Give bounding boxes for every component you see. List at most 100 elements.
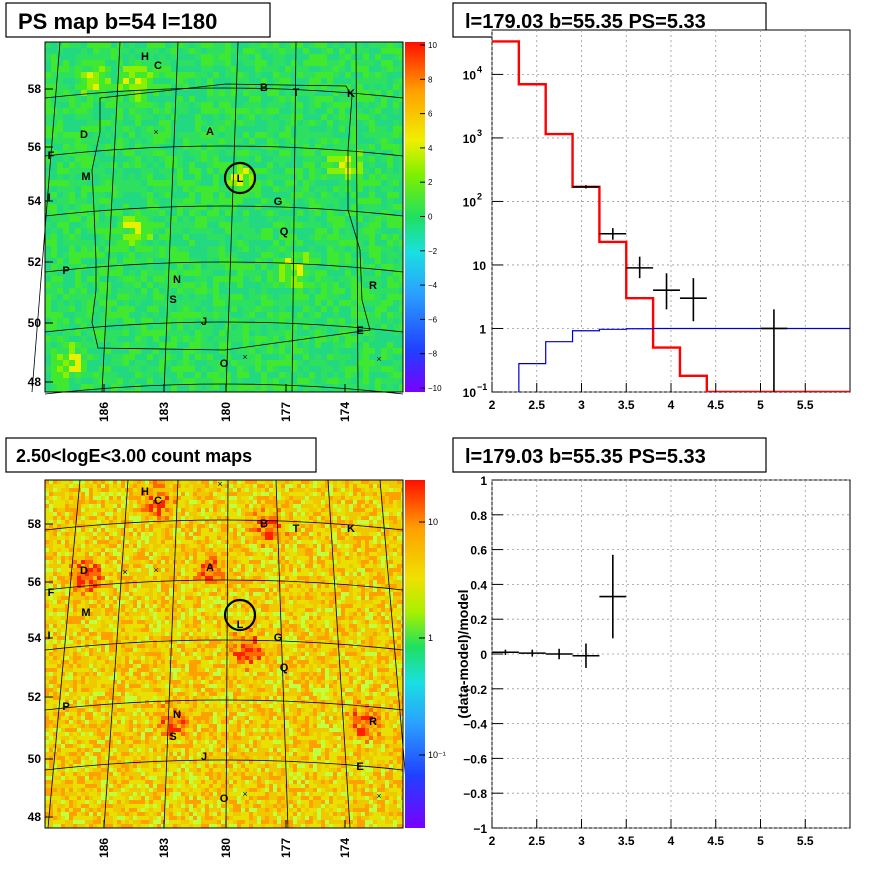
- heatmap-cell: [105, 306, 111, 312]
- heatmap-cell: [165, 192, 171, 198]
- heatmap-cell: [273, 372, 279, 378]
- heatmap-cell: [249, 180, 255, 186]
- heatmap-cell: [381, 342, 387, 348]
- heatmap-cell: [213, 264, 219, 270]
- heatmap-cell: [399, 342, 403, 348]
- heatmap-cell: [357, 156, 363, 162]
- heatmap-cell: [183, 120, 189, 126]
- heatmap-cell: [261, 336, 267, 342]
- heatmap-cell: [141, 348, 147, 354]
- heatmap-cell: [49, 536, 53, 540]
- heatmap-cell: [231, 96, 237, 102]
- heatmap-cell: [171, 312, 177, 318]
- heatmap-cell: [351, 72, 357, 78]
- heatmap-cell: [111, 342, 117, 348]
- heatmap-cell: [123, 258, 129, 264]
- heatmap-cell: [261, 306, 267, 312]
- heatmap-cell: [249, 186, 255, 192]
- heatmap-cell: [333, 528, 337, 532]
- heatmap-cell: [57, 78, 63, 84]
- heatmap-cell: [231, 258, 237, 264]
- heatmap-cell: [273, 60, 279, 66]
- heatmap-cell: [321, 174, 327, 180]
- heatmap-cell: [147, 342, 153, 348]
- heatmap-cell: [207, 270, 213, 276]
- source-label: J: [201, 316, 207, 328]
- heatmap-cell: [273, 484, 277, 488]
- heatmap-cell: [399, 168, 403, 174]
- heatmap-cell: [207, 282, 213, 288]
- heatmap-cell: [321, 168, 327, 174]
- heatmap-cell: [225, 114, 231, 120]
- heatmap-cell: [375, 90, 381, 96]
- heatmap-cell: [267, 372, 273, 378]
- heatmap-cell: [123, 252, 129, 258]
- heatmap-cell: [123, 168, 129, 174]
- heatmap-cell: [219, 336, 225, 342]
- heatmap-cell: [123, 222, 129, 228]
- heatmap-cell: [105, 84, 111, 90]
- heatmap-cell: [291, 72, 297, 78]
- heatmap-cell: [321, 144, 327, 150]
- heatmap-cell: [393, 264, 399, 270]
- heatmap-cell: [219, 240, 225, 246]
- heatmap-cell: [333, 480, 337, 484]
- heatmap-cell: [345, 300, 351, 306]
- heatmap-cell: [111, 318, 117, 324]
- heatmap-cell: [193, 484, 197, 488]
- heatmap-cell: [293, 524, 297, 528]
- heatmap-cell: [177, 186, 183, 192]
- heatmap-cell: [357, 78, 363, 84]
- heatmap-cell: [243, 366, 249, 372]
- heatmap-cell: [75, 306, 81, 312]
- heatmap-cell: [159, 234, 165, 240]
- heatmap-cell: [147, 360, 153, 366]
- heatmap-cell: [87, 300, 93, 306]
- heatmap-cell: [291, 360, 297, 366]
- heatmap-cell: [65, 528, 69, 532]
- heatmap-cell: [177, 192, 183, 198]
- heatmap-cell: [339, 360, 345, 366]
- heatmap-cell: [397, 484, 401, 488]
- heatmap-cell: [189, 342, 195, 348]
- heatmap-cell: [61, 504, 65, 508]
- heatmap-cell: [375, 66, 381, 72]
- heatmap-cell: [375, 222, 381, 228]
- heatmap-cell: [205, 504, 209, 508]
- heatmap-cell: [51, 210, 57, 216]
- heatmap-cell: [261, 186, 267, 192]
- heatmap-cell: [237, 500, 241, 504]
- heatmap-cell: [159, 168, 165, 174]
- heatmap-cell: [153, 96, 159, 102]
- heatmap-cell: [297, 210, 303, 216]
- source-marker: ×: [153, 127, 158, 137]
- heatmap-cell: [303, 360, 309, 366]
- heatmap-cell: [135, 156, 141, 162]
- heatmap-cell: [137, 504, 141, 508]
- heatmap-cell: [363, 78, 369, 84]
- heatmap-cell: [189, 318, 195, 324]
- heatmap-cell: [101, 524, 105, 528]
- heatmap-cell: [153, 288, 159, 294]
- heatmap-cell: [387, 78, 393, 84]
- heatmap-cell: [255, 168, 261, 174]
- heatmap-cell: [255, 300, 261, 306]
- heatmap-cell: [117, 114, 123, 120]
- heatmap-cell: [393, 324, 399, 330]
- heatmap-cell: [325, 504, 329, 508]
- heatmap-cell: [189, 532, 193, 536]
- heatmap-cell: [261, 138, 267, 144]
- heatmap-cell: [213, 174, 219, 180]
- heatmap-cell: [213, 204, 219, 210]
- heatmap-cell: [189, 132, 195, 138]
- heatmap-cell: [219, 258, 225, 264]
- heatmap-cell: [159, 222, 165, 228]
- heatmap-cell: [339, 174, 345, 180]
- heatmap-cell: [291, 174, 297, 180]
- heatmap-cell: [333, 84, 339, 90]
- heatmap-cell: [63, 276, 69, 282]
- heatmap-cell: [205, 520, 209, 524]
- heatmap-cell: [57, 48, 63, 54]
- heatmap-cell: [117, 264, 123, 270]
- heatmap-cell: [201, 42, 207, 48]
